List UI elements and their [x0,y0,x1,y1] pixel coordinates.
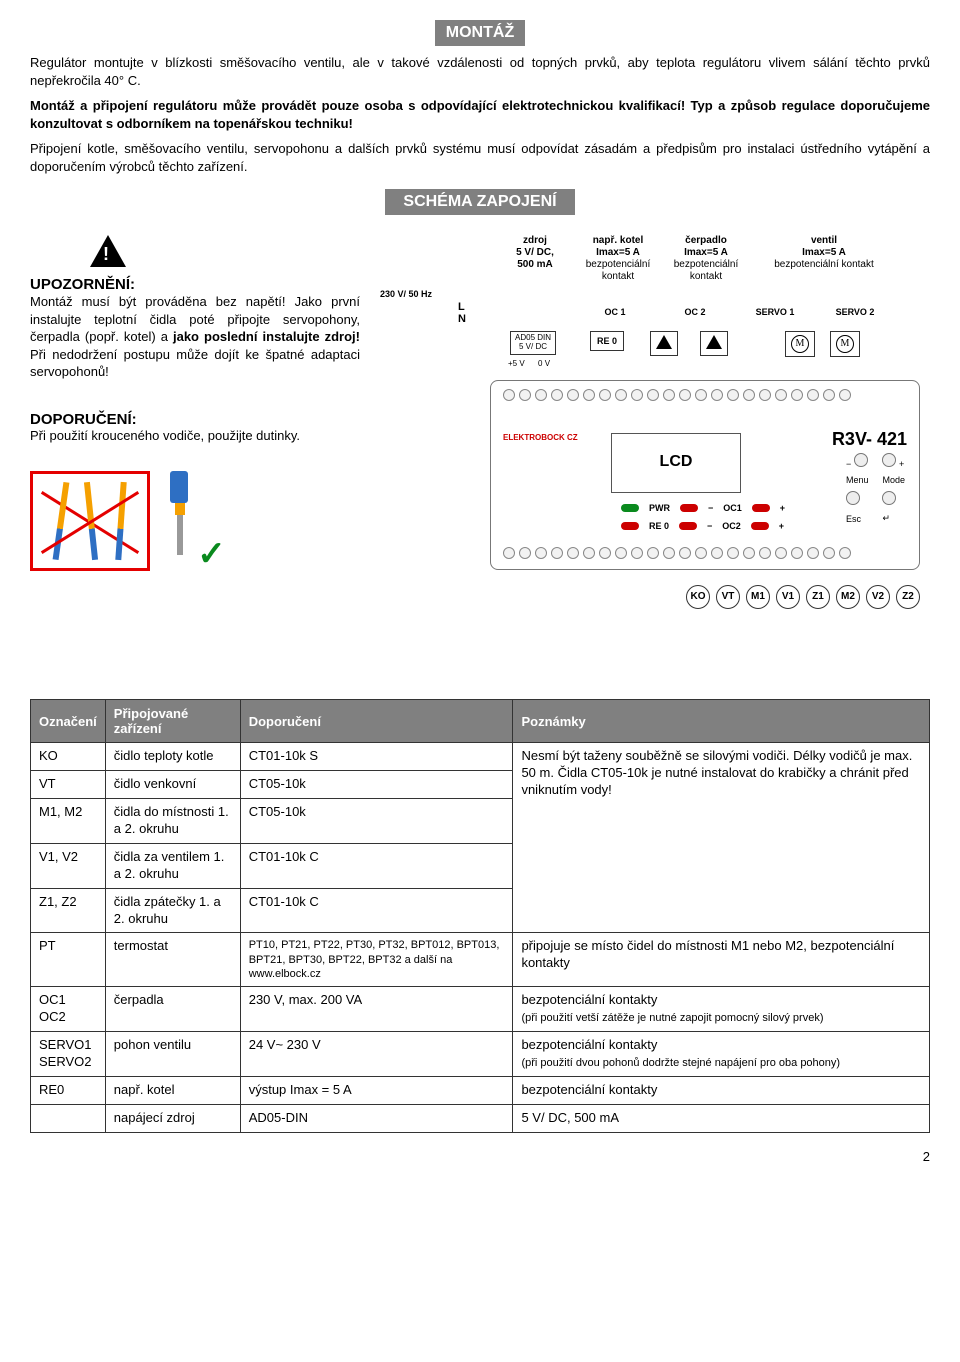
section-header-montaz: MONTÁŽ [435,20,525,46]
table-row: RE0např. kotelvýstup Imax = 5 Abezpotenc… [31,1076,930,1104]
diag-ad05: AD05 DIN5 V/ DC [510,331,556,355]
note-zdroj: 5 V/ DC, 500 mA [513,1104,930,1132]
spec-table: Označení Připojované zařízení Doporučení… [30,699,930,1132]
table-row: PTtermostatPT10, PT21, PT22, PT30, PT32,… [31,933,930,987]
recommend-title: DOPORUČENÍ: [30,411,360,428]
check-icon: ✓ [197,534,226,574]
note-oc: bezpotenciální kontakty(při použití vetš… [513,987,930,1032]
diag-volt: +5 V 0 V [508,359,550,368]
brand-label: ELEKTROBOCK CZ [503,433,578,442]
intro-block: Regulátor montujte v blízkosti směšovací… [30,54,930,175]
page-number: 2 [30,1149,930,1164]
diag-subrow: OC 1 OC 2 SERVO 1 SERVO 2 [510,307,880,317]
th-zarizeni: Připojované zařízení [105,700,240,743]
diag-col-kotel: např. kotelImax=5 Abezpotenciální kontak… [578,235,658,283]
table-row: KOčidlo teploty kotleCT01-10k SNesmí být… [31,743,930,771]
diag-pump2-icon [700,331,728,356]
button-grid: − + MenuMode Esc↵ [846,453,905,524]
wrong-wire-icon [30,471,150,571]
warning-body: Montáž musí být prováděna bez napětí! Ja… [30,293,360,381]
note-servo: bezpotenciální kontakty(při použití dvou… [513,1032,930,1077]
model-label: R3V- 421 [832,429,907,450]
ferrule-icon [170,471,190,561]
th-oznaceni: Označení [31,700,106,743]
warning-body-b: Při nedodržení postupu může dojít ke špa… [30,347,360,380]
diag-col-zdroj: zdroj5 V/ DC,500 mA [500,235,570,283]
note-sensors: Nesmí být taženy souběžně se silovými vo… [513,743,930,933]
section-header-schema: SCHÉMA ZAPOJENÍ [385,189,575,215]
th-doporuceni: Doporučení [240,700,513,743]
th-poznamky: Poznámky [513,700,930,743]
table-row: SERVO1SERVO2pohon ventilu24 V~ 230 Vbezp… [31,1032,930,1077]
sensor-terminals: KO VT M1 V1 Z1 M2 V2 Z2 [490,585,920,609]
recommend-body: Při použití krouceného vodiče, použijte … [30,428,360,443]
device-panel: ELEKTROBOCK CZ LCD R3V- 421 − + MenuMode… [490,380,920,570]
warning-title: UPOZORNĚNÍ: [30,276,360,293]
diag-re0: RE 0 [590,331,624,351]
table-row: OC1OC2čerpadla230 V, max. 200 VAbezpoten… [31,987,930,1032]
intro-p1: Regulátor montujte v blízkosti směšovací… [30,54,930,89]
wiring-diagram: zdroj5 V/ DC,500 mA např. kotelImax=5 Ab… [380,235,930,675]
bottom-terminals [503,547,851,559]
diag-motor1-icon: M [785,331,815,357]
table-row: napájecí zdrojAD05-DIN5 V/ DC, 500 mA [31,1104,930,1132]
warning-icon [90,235,126,267]
intro-p2: Montáž a připojení regulátoru může prová… [30,97,930,132]
diag-motor2-icon: M [830,331,860,357]
diag-230v: 230 V/ 50 Hz [380,289,440,299]
diag-ln: LN [458,301,466,325]
diag-pump1-icon [650,331,678,356]
top-terminals [503,389,911,401]
led-row1: PWR − OC1 + [621,503,785,513]
led-row2: RE 0 − OC2 + [621,521,784,531]
diag-col-cerpadlo: čerpadloImax=5 Abezpotenciální kontakt [666,235,746,283]
lcd-display: LCD [611,433,741,493]
intro-p3: Připojení kotle, směšovacího ventilu, se… [30,140,930,175]
warning-body-bold: jako poslední instalujte zdroj! [173,329,360,344]
note-pt: připojuje se místo čidel do místnosti M1… [513,933,930,987]
note-re0: bezpotenciální kontakty [513,1076,930,1104]
diag-col-ventil: ventilImax=5 Abezpotenciální kontakt [754,235,894,283]
